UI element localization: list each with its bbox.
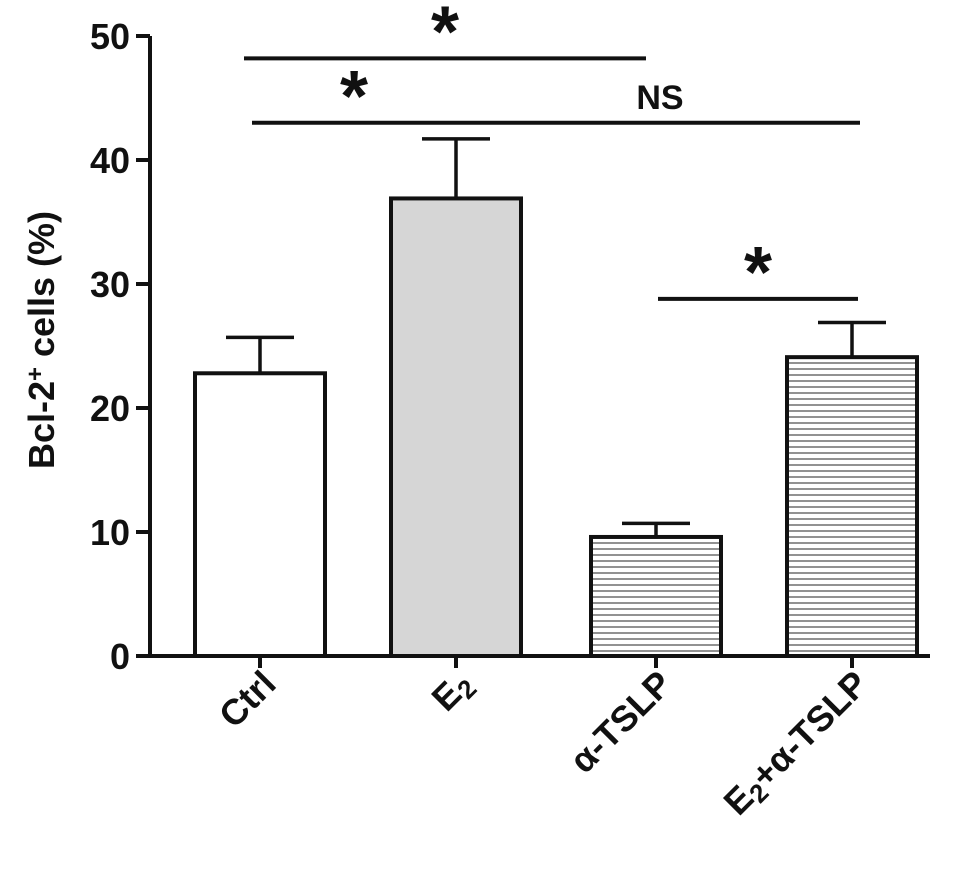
x-tick-label: Ctrl [211,663,284,736]
significance-label: * [340,57,368,137]
bar [589,534,723,659]
bar [389,196,523,658]
y-axis-label-part: cells (%) [21,211,62,367]
y-tick-label: 30 [90,264,130,305]
y-tick-label: 40 [90,140,130,181]
significance-label: * [744,233,772,313]
axes-layer [136,34,930,668]
x-tick-label-part: Ctrl [211,663,284,736]
x-tick-label: E2 [423,663,482,722]
x-tick-label-part: α-TSLP [561,663,679,781]
bar [193,371,327,658]
significance-layer [244,56,860,301]
y-tick-label: 50 [90,16,130,57]
x-tick-label: E2+α-TSLP [715,663,878,826]
y-axis-label: Bcl-2+ cells (%) [21,211,62,469]
significance-label: NS [636,79,683,117]
significance-label: * [431,0,459,72]
y-tick-label: 20 [90,388,130,429]
bars-layer [193,137,919,659]
bar [785,355,919,658]
y-axis-label-part: + [22,367,49,381]
y-axis-label-part: Bcl-2 [21,381,62,469]
y-tick-label: 0 [110,636,130,677]
x-tick-label: α-TSLP [561,663,679,781]
x-tick-label-part: +α-TSLP [743,663,876,796]
y-tick-label: 10 [90,512,130,553]
